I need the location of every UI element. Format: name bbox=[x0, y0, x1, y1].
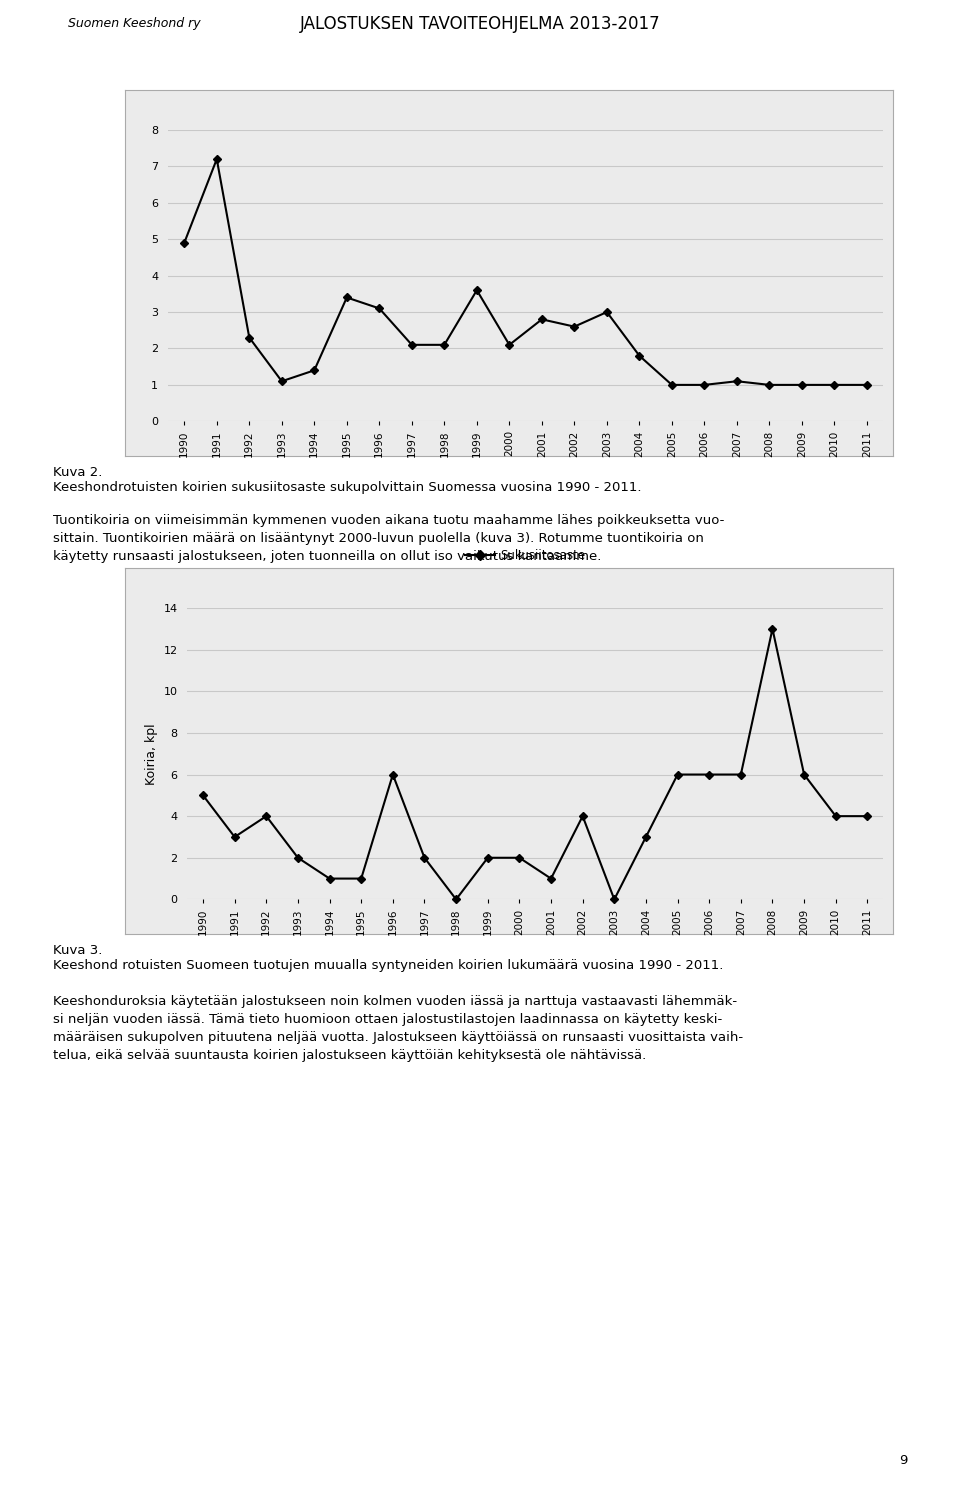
Text: si neljän vuoden iässä. Tämä tieto huomioon ottaen jalostustilastojen laadinnass: si neljän vuoden iässä. Tämä tieto huomi… bbox=[53, 1013, 722, 1026]
Text: sittain. Tuontikoirien määrä on lisääntynyt 2000-luvun puolella (kuva 3). Rotumm: sittain. Tuontikoirien määrä on lisäänty… bbox=[53, 532, 704, 545]
Text: käytetty runsaasti jalostukseen, joten tuonneilla on ollut iso vaikutus kantaamm: käytetty runsaasti jalostukseen, joten t… bbox=[53, 550, 601, 563]
Text: Kuva 3.: Kuva 3. bbox=[53, 944, 102, 958]
Text: määräisen sukupolven pituutena neljää vuotta. Jalostukseen käyttöiässä on runsaa: määräisen sukupolven pituutena neljää vu… bbox=[53, 1031, 743, 1044]
Legend: Sukusiitosaste: Sukusiitosaste bbox=[461, 544, 590, 566]
Text: Suomen Keeshond ry: Suomen Keeshond ry bbox=[68, 16, 201, 30]
Text: Keeshonduroksia käytetään jalostukseen noin kolmen vuoden iässä ja narttuja vast: Keeshonduroksia käytetään jalostukseen n… bbox=[53, 995, 737, 1008]
Text: telua, eikä selvää suuntausta koirien jalostukseen käyttöiän kehityksestä ole nä: telua, eikä selvää suuntausta koirien ja… bbox=[53, 1049, 646, 1062]
Text: Tuonnit: Tuonnit bbox=[471, 611, 546, 629]
Text: Kuva 2.: Kuva 2. bbox=[53, 466, 102, 480]
Text: Sukusiitosaste: Sukusiitosaste bbox=[435, 133, 583, 151]
Text: JALOSTUKSEN TAVOITEOHJELMA 2013-2017: JALOSTUKSEN TAVOITEOHJELMA 2013-2017 bbox=[300, 15, 660, 33]
Y-axis label: Koiria, kpl: Koiria, kpl bbox=[145, 723, 157, 784]
Text: Keeshondrotuisten koirien sukusiitosaste sukupolvittain Suomessa vuosina 1990 - : Keeshondrotuisten koirien sukusiitosaste… bbox=[53, 481, 641, 495]
Text: Tuontikoiria on viimeisimmän kymmenen vuoden aikana tuotu maahamme lähes poikkeu: Tuontikoiria on viimeisimmän kymmenen vu… bbox=[53, 514, 724, 527]
Text: Keeshond rotuisten Suomeen tuotujen muualla syntyneiden koirien lukumäärä vuosin: Keeshond rotuisten Suomeen tuotujen muua… bbox=[53, 959, 723, 973]
Text: 9: 9 bbox=[899, 1454, 907, 1467]
